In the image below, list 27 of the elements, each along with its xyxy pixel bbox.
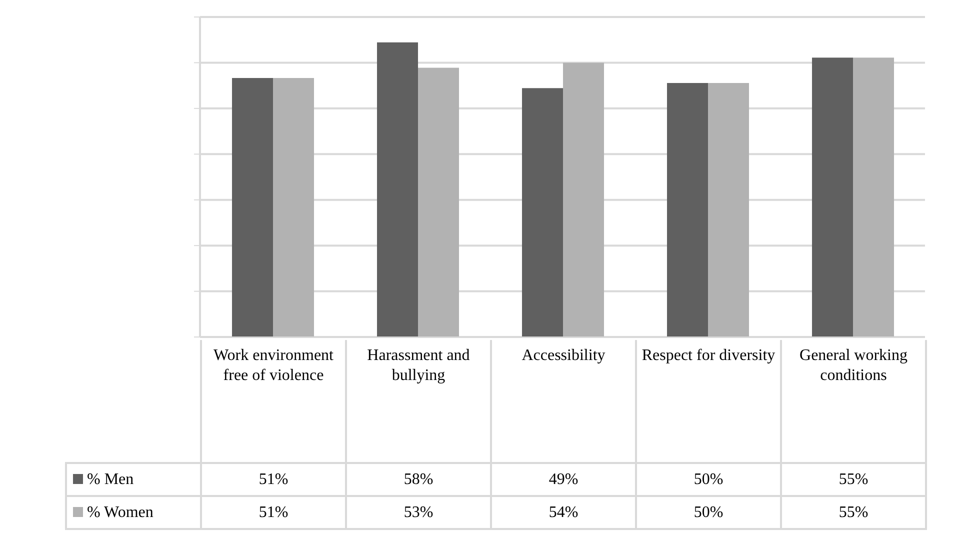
x-tick-label: General working conditions [781,340,926,463]
data-label: 55% [781,463,926,496]
x-tick-label: Respect for diversity [636,340,781,463]
data-label: 54% [491,496,636,529]
bar [563,62,604,337]
data-label: 51% [201,496,346,529]
bar [377,42,418,337]
bar [232,78,273,337]
data-label: 49% [491,463,636,496]
bar [418,68,459,337]
bar [522,88,563,337]
data-label: 53% [346,496,491,529]
bar [273,78,314,337]
data-label: 55% [781,496,926,529]
data-label: 50% [636,496,781,529]
bar [708,83,749,337]
bar [667,83,708,337]
bar [812,58,853,337]
x-tick-label: Work environment free of violence [201,340,346,463]
legend-label: % Men [66,463,201,496]
data-label: 58% [346,463,491,496]
data-label: 50% [636,463,781,496]
x-tick-label: Harassment and bullying [346,340,491,463]
bar [853,58,894,337]
data-label: 51% [201,463,346,496]
x-tick-label: Accessibility [491,340,636,463]
legend-label: % Women [66,496,201,529]
